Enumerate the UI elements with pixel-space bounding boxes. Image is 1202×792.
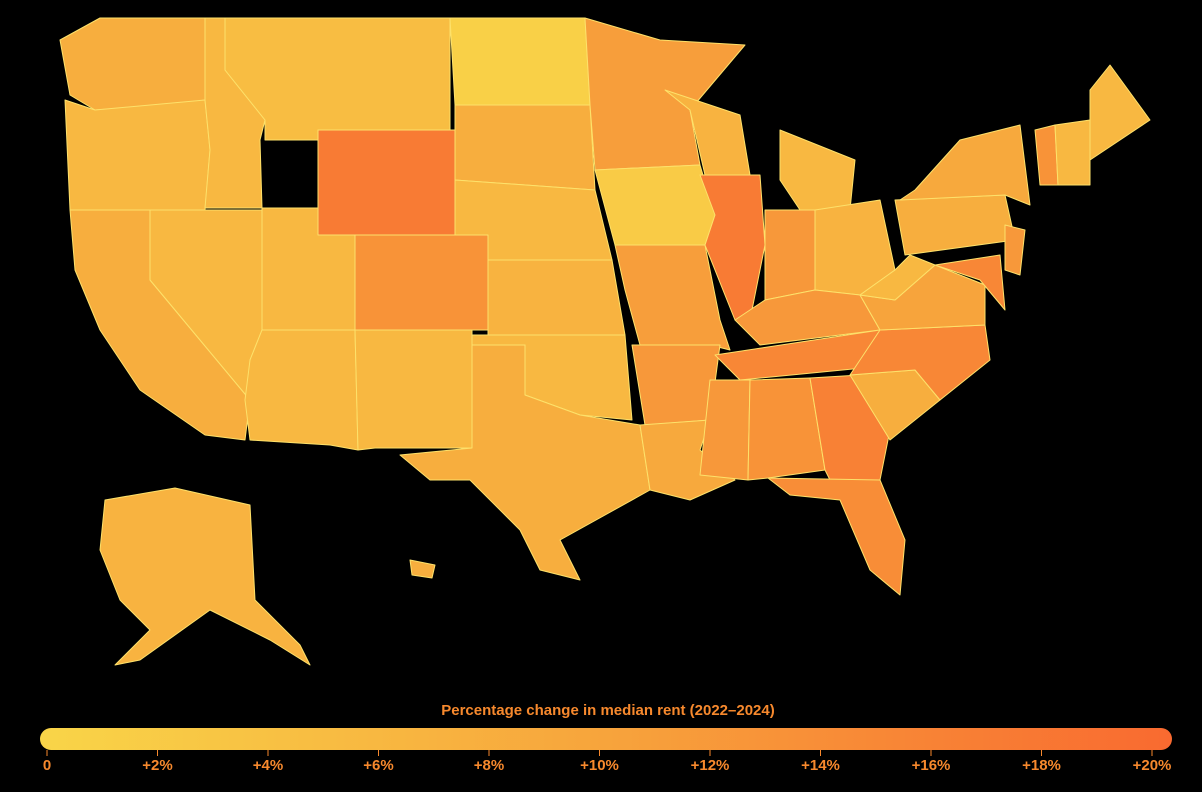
- state: [449, 17, 591, 106]
- state: [859, 254, 936, 301]
- state: [454, 104, 596, 191]
- tick-label: +16%: [912, 757, 951, 774]
- state: [64, 99, 211, 211]
- state: [747, 377, 826, 481]
- state: [1004, 224, 1026, 276]
- state: [317, 129, 456, 236]
- tick-label: +8%: [474, 757, 504, 774]
- state: [894, 194, 1016, 256]
- state: [899, 124, 1031, 206]
- state: [99, 487, 311, 666]
- state: [849, 324, 991, 401]
- state: [1034, 124, 1059, 186]
- tick-label: +2%: [142, 757, 172, 774]
- state: [354, 329, 473, 451]
- state: [767, 477, 906, 596]
- tick-label: +12%: [691, 757, 730, 774]
- tick-label: +14%: [801, 757, 840, 774]
- tick-label: 0: [43, 757, 51, 774]
- state: [779, 129, 856, 211]
- state: [1054, 119, 1091, 186]
- tick-label: +4%: [253, 757, 283, 774]
- state: [934, 254, 1006, 311]
- state: [1089, 64, 1151, 161]
- states: [59, 17, 1151, 666]
- tick-label: +10%: [580, 757, 619, 774]
- state: [354, 234, 489, 331]
- state: [244, 329, 359, 451]
- colorbar-title: Percentage change in median rent (2022–2…: [441, 702, 774, 719]
- tick-label: +6%: [363, 757, 393, 774]
- state: [487, 259, 626, 336]
- state: [584, 17, 746, 171]
- state: [59, 17, 206, 111]
- colorbar: [40, 728, 1172, 750]
- tick-label: +20%: [1133, 757, 1172, 774]
- state: [764, 209, 816, 301]
- tick-label: +18%: [1022, 757, 1061, 774]
- state: [409, 559, 436, 579]
- state: [594, 164, 716, 246]
- state: [399, 344, 651, 581]
